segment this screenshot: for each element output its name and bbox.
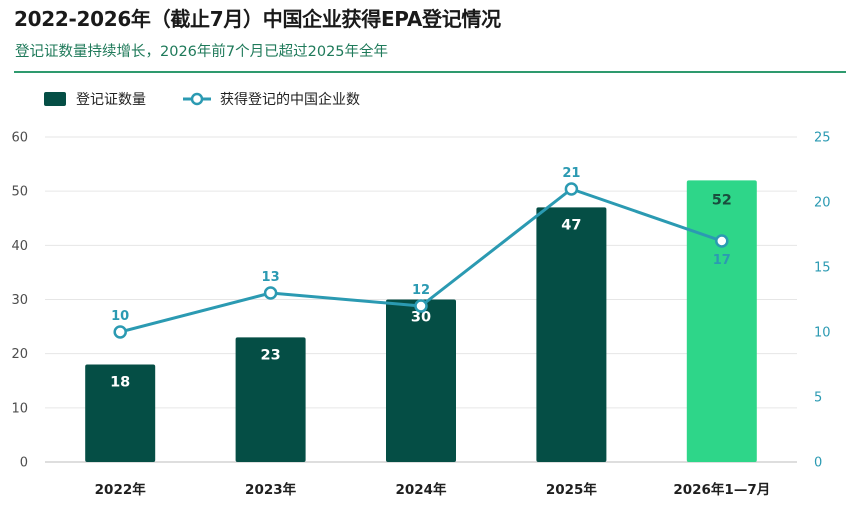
bar-value-label: 18: [110, 375, 130, 391]
line-point: [263, 286, 278, 300]
header-divider: [14, 71, 846, 73]
legend-bar-swatch: [44, 92, 66, 106]
line-value-label: 13: [262, 270, 280, 285]
y-right-tick-label: 0: [814, 456, 822, 471]
bar: [686, 180, 757, 463]
legend-line-marker: [190, 92, 204, 106]
y-right-tick-label: 10: [814, 326, 831, 341]
x-tick-label: 2024年: [395, 481, 447, 498]
x-tick-label: 2022年: [95, 481, 147, 498]
x-tick-label: 2023年: [245, 481, 297, 498]
bar: [235, 337, 306, 462]
bar-value-label: 47: [561, 217, 581, 233]
y-right-tick-label: 5: [814, 391, 822, 406]
bar-value-label: 52: [712, 192, 732, 208]
x-tick-label: 2025年: [546, 481, 598, 498]
y-right-tick-label: 25: [814, 131, 831, 146]
line-value-label: 10: [111, 309, 129, 324]
bars: 18 23 30 47 52: [85, 180, 757, 463]
legend: 登记证数量 获得登记的中国企业数: [44, 91, 360, 108]
y-right-tick-label: 15: [814, 261, 831, 276]
line-point: [715, 234, 729, 248]
line-value-label: 12: [412, 283, 430, 298]
y-left-tick-label: 20: [11, 347, 28, 362]
y-left-tick-label: 40: [11, 239, 28, 254]
bar-value-label: 23: [261, 347, 281, 363]
bar-value-label: 30: [411, 310, 431, 326]
bar: [85, 364, 156, 462]
y-left-tick-label: 30: [11, 293, 28, 308]
chart-subtitle: 登记证数量持续增长，2026年前7个月已超过2025年全年: [15, 44, 389, 60]
line-point: [113, 325, 127, 339]
axes: 0 10 20 30 40 50 60 0 5 10 15 20 25 2022年 2023年 2024年 20…: [11, 131, 830, 499]
y-left-tick-label: 10: [11, 401, 28, 416]
y-right-tick-label: 20: [814, 196, 831, 211]
bar: [536, 207, 607, 462]
bar: [386, 299, 456, 462]
legend-bar-label: 登记证数量: [76, 92, 146, 108]
line-series: 10 13 12 21 17: [111, 166, 731, 339]
line-value-label: 21: [562, 166, 580, 181]
line-point: [414, 299, 428, 313]
y-left-tick-label: 50: [11, 185, 28, 200]
line-point: [564, 182, 579, 196]
legend-line-label: 获得登记的中国企业数: [220, 91, 360, 108]
chart-title: 2022-2026年（截止7月）中国企业获得EPA登记情况: [14, 7, 501, 31]
y-left-tick-label: 0: [20, 456, 28, 471]
line-value-label: 17: [713, 253, 731, 268]
x-tick-label: 2026年1—7月: [673, 481, 770, 498]
y-left-tick-label: 60: [11, 131, 28, 146]
